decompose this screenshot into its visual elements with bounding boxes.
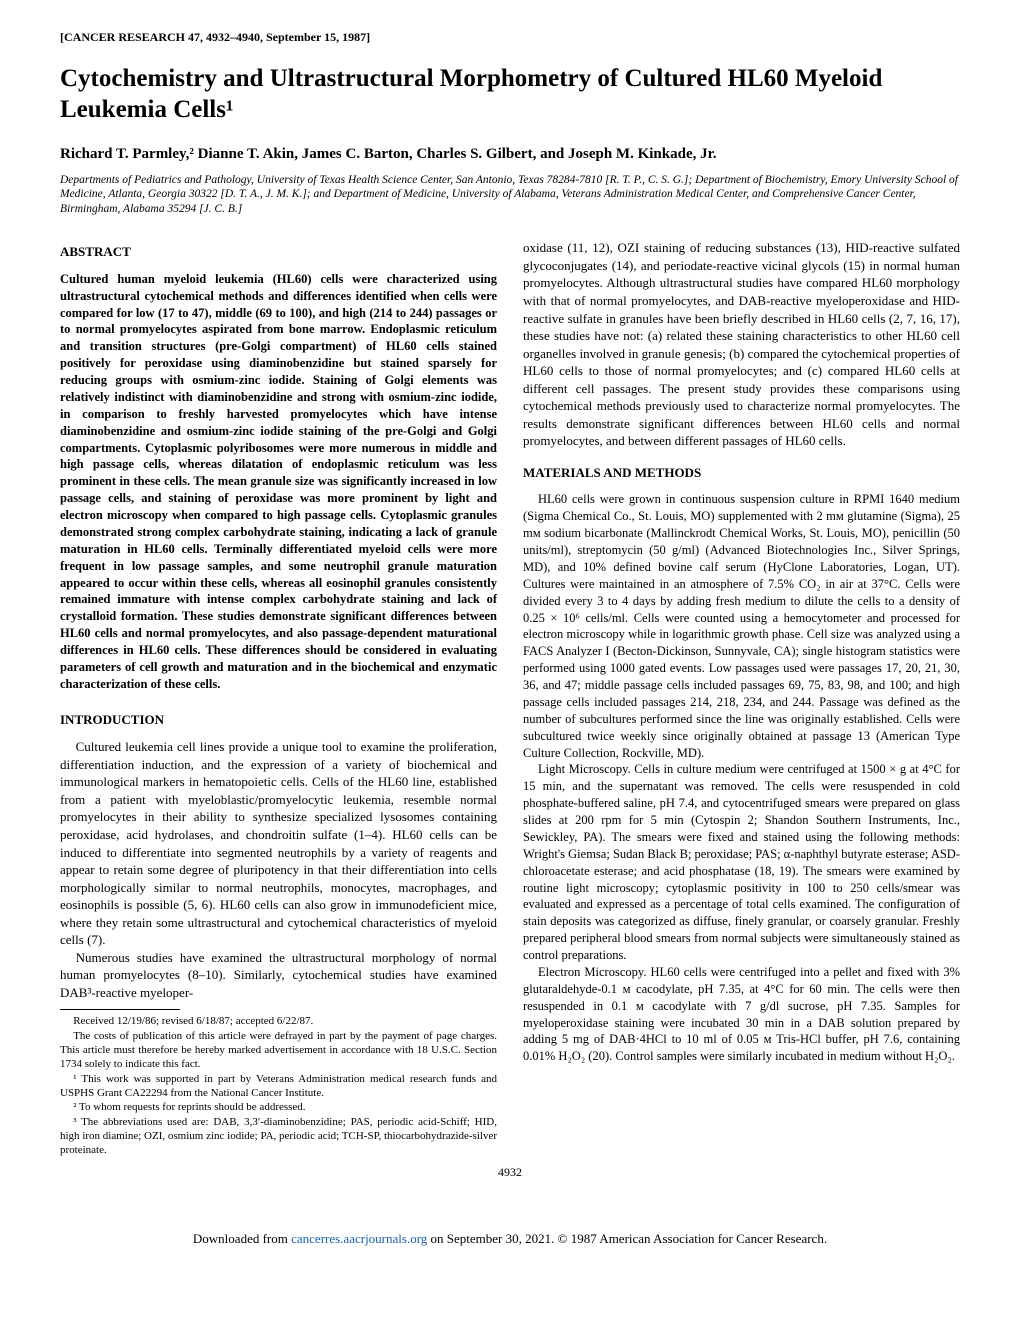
footnotes-block: Received 12/19/86; revised 6/18/87; acce… <box>60 1014 497 1157</box>
download-link[interactable]: cancerres.aacrjournals.org <box>291 1231 427 1246</box>
methods-body: HL60 cells were grown in continuous susp… <box>523 491 960 1065</box>
intro-paragraph-1: Cultured leukemia cell lines provide a u… <box>60 738 497 949</box>
article-title: Cytochemistry and Ultrastructural Morpho… <box>60 63 960 126</box>
intro-paragraph-2: Numerous studies have examined the ultra… <box>60 949 497 1002</box>
methods-heading: MATERIALS AND METHODS <box>523 464 960 482</box>
col2-paragraph-1: oxidase (11, 12), OZI staining of reduci… <box>523 239 960 450</box>
authors: Richard T. Parmley,² Dianne T. Akin, Jam… <box>60 146 960 163</box>
download-footer: Downloaded from cancerres.aacrjournals.o… <box>0 1230 1020 1248</box>
right-column: oxidase (11, 12), OZI staining of reduci… <box>523 239 960 1157</box>
page-container: [CANCER RESEARCH 47, 4932–4940, Septembe… <box>0 0 1020 1200</box>
footnote-costs: The costs of publication of this article… <box>60 1029 497 1072</box>
affiliations: Departments of Pediatrics and Pathology,… <box>60 173 960 218</box>
methods-paragraph-1: HL60 cells were grown in continuous susp… <box>523 491 960 761</box>
abstract-heading: ABSTRACT <box>60 243 497 261</box>
left-column: ABSTRACT Cultured human myeloid leukemia… <box>60 239 497 1157</box>
footnote-3: ³ The abbreviations used are: DAB, 3,3′-… <box>60 1115 497 1158</box>
footnote-received: Received 12/19/86; revised 6/18/87; acce… <box>60 1014 497 1028</box>
footnote-separator <box>60 1009 180 1010</box>
footnote-2: ² To whom requests for reprints should b… <box>60 1100 497 1114</box>
download-text-pre: Downloaded from <box>193 1231 291 1246</box>
methods-paragraph-2: Light Microscopy. Cells in culture mediu… <box>523 761 960 964</box>
col2-continuation: oxidase (11, 12), OZI staining of reduci… <box>523 239 960 450</box>
introduction-body: Cultured leukemia cell lines provide a u… <box>60 738 497 1001</box>
two-column-layout: ABSTRACT Cultured human myeloid leukemia… <box>60 239 960 1157</box>
footnote-1: ¹ This work was supported in part by Vet… <box>60 1072 497 1101</box>
methods-paragraph-3: Electron Microscopy. HL60 cells were cen… <box>523 964 960 1065</box>
download-text-post: on September 30, 2021. © 1987 American A… <box>427 1231 827 1246</box>
page-number: 4932 <box>60 1165 960 1180</box>
introduction-heading: INTRODUCTION <box>60 711 497 729</box>
abstract-body: Cultured human myeloid leukemia (HL60) c… <box>60 271 497 693</box>
journal-header: [CANCER RESEARCH 47, 4932–4940, Septembe… <box>60 30 960 45</box>
